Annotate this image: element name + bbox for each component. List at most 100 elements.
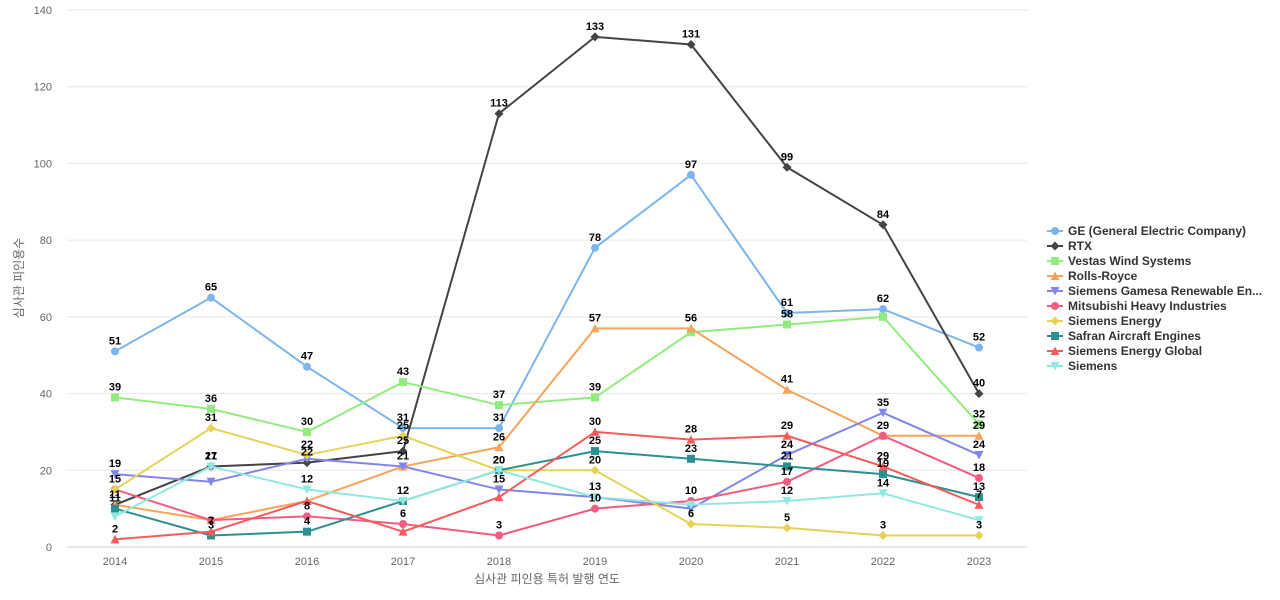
data-point — [110, 484, 120, 494]
data-point — [879, 431, 887, 440]
data-label: 5 — [784, 512, 790, 524]
data-point — [398, 527, 408, 536]
legend-item[interactable]: Rolls-Royce — [1047, 269, 1138, 283]
data-label: 30 — [589, 416, 601, 428]
legend-item[interactable]: Siemens Gamesa Renewable En... — [1047, 284, 1262, 298]
legend-marker — [1050, 346, 1060, 355]
data-point — [782, 450, 792, 460]
y-tick-label: 100 — [34, 158, 52, 170]
legend-label: Siemens Gamesa Renewable En... — [1068, 284, 1262, 298]
legend-item[interactable]: Siemens — [1047, 359, 1118, 373]
data-point — [303, 527, 311, 536]
data-point — [206, 477, 216, 487]
data-point — [590, 32, 600, 42]
grid-lines — [67, 9, 1027, 471]
data-point — [878, 408, 888, 418]
data-point — [975, 343, 983, 352]
x-tick-label: 2019 — [583, 556, 607, 568]
series-line — [114, 427, 979, 537]
data-label: 37 — [493, 389, 505, 401]
data-label: 20 — [493, 454, 505, 466]
data-point — [686, 435, 696, 444]
legend-item[interactable]: Siemens Energy — [1047, 314, 1162, 328]
data-point — [879, 305, 887, 314]
series-line — [114, 411, 980, 510]
data-point — [495, 401, 503, 410]
legend-marker — [1050, 271, 1060, 280]
data-point — [590, 323, 600, 333]
x-axis-title: 심사관 피인용 특허 발행 연도 — [474, 571, 620, 586]
legend-item[interactable]: Safran Aircraft Engines — [1047, 329, 1201, 343]
data-point — [782, 385, 792, 394]
data-point — [975, 473, 983, 482]
data-point — [686, 323, 696, 333]
data-label: 47 — [301, 351, 313, 363]
data-label: 17 — [205, 450, 217, 462]
data-point — [974, 500, 984, 509]
data-label: 8 — [304, 500, 310, 512]
data-label: 10 — [589, 493, 601, 505]
data-label: 131 — [682, 29, 700, 41]
series-0 — [111, 170, 983, 433]
data-label: 40 — [973, 378, 985, 390]
x-tick-label: 2014 — [103, 556, 127, 568]
legend-marker — [1050, 316, 1060, 326]
data-label: 2 — [112, 523, 118, 535]
data-label: 11 — [109, 493, 121, 505]
legend-item[interactable]: Siemens Energy Global — [1047, 344, 1202, 358]
data-label: 25 — [397, 420, 409, 432]
data-point — [974, 450, 984, 460]
data-point — [494, 466, 504, 475]
data-point — [591, 447, 599, 456]
data-label: 29 — [877, 450, 889, 462]
legend-label: RTX — [1068, 239, 1092, 253]
data-label: 3 — [880, 519, 886, 531]
data-label: 12 — [397, 485, 409, 497]
y-tick-label: 140 — [34, 5, 52, 17]
data-point — [207, 293, 215, 302]
data-point — [302, 485, 312, 494]
legend-item[interactable]: Mitsubishi Heavy Industries — [1047, 299, 1227, 313]
data-label: 15 — [109, 473, 121, 485]
series-9 — [110, 462, 984, 525]
data-label: 30 — [301, 416, 313, 428]
data-label: 21 — [205, 450, 217, 462]
data-point — [110, 470, 120, 479]
y-axis-title: 심사관 피인용수 — [12, 238, 26, 319]
x-tick-label: 2018 — [487, 556, 511, 568]
legend-item[interactable]: GE (General Electric Company) — [1047, 224, 1246, 238]
data-point — [591, 243, 599, 252]
x-tick-label: 2015 — [199, 556, 223, 568]
y-tick-label: 80 — [40, 235, 52, 247]
data-label: 17 — [781, 466, 793, 478]
data-point — [590, 465, 600, 475]
data-point — [687, 170, 695, 179]
data-point — [974, 530, 984, 540]
data-label: 19 — [109, 458, 121, 470]
data-label: 35 — [877, 397, 889, 409]
data-label: 29 — [781, 420, 793, 432]
y-tick-label: 120 — [34, 82, 52, 94]
data-label: 51 — [109, 335, 121, 347]
data-label: 39 — [109, 381, 121, 393]
data-label: 65 — [205, 282, 217, 294]
data-label: 10 — [685, 485, 697, 497]
legend-item[interactable]: Vestas Wind Systems — [1047, 254, 1192, 268]
data-label: 29 — [973, 420, 985, 432]
data-label: 12 — [781, 485, 793, 497]
series-5 — [111, 431, 983, 540]
data-label: 113 — [490, 98, 508, 110]
data-point — [687, 454, 695, 463]
data-point — [591, 504, 599, 513]
legend-item[interactable]: RTX — [1047, 239, 1092, 253]
data-label: 11 — [109, 489, 121, 501]
data-point — [494, 109, 504, 119]
series-line — [114, 327, 979, 522]
data-point — [111, 347, 119, 356]
data-point — [686, 500, 696, 510]
data-label: 24 — [973, 439, 986, 451]
data-point — [878, 530, 888, 540]
legend-marker — [1050, 287, 1060, 296]
data-point — [590, 493, 600, 502]
